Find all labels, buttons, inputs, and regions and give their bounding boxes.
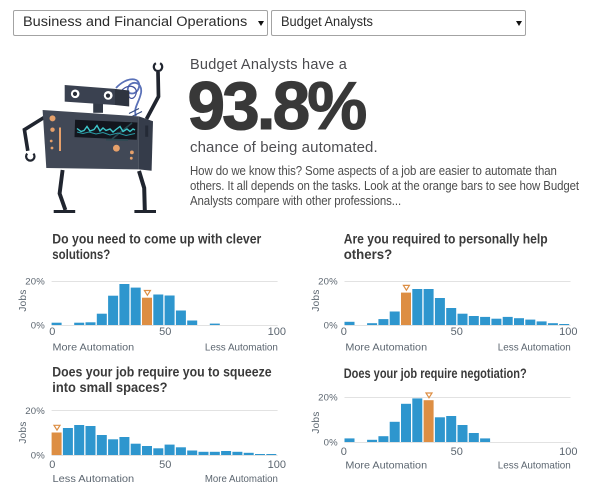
svg-text:100: 100 (268, 326, 286, 338)
svg-text:others?: others? (344, 246, 393, 262)
svg-text:Jobs: Jobs (18, 421, 29, 443)
svg-text:50: 50 (451, 446, 463, 458)
svg-text:0: 0 (49, 326, 55, 338)
svg-text:Does your job require negotiat: Does your job require negotiation? (344, 365, 527, 381)
svg-text:50: 50 (159, 459, 171, 471)
svg-text:100: 100 (268, 459, 286, 471)
svg-text:Do you need to come up with cl: Do you need to come up with clever (52, 230, 261, 246)
svg-text:solutions?: solutions? (52, 246, 110, 262)
svg-text:Less Automation: Less Automation (498, 341, 571, 353)
svg-text:Jobs: Jobs (311, 289, 322, 311)
svg-text:Are you required to personally: Are you required to personally help (344, 230, 548, 246)
svg-text:More Automation: More Automation (345, 459, 427, 471)
svg-text:20%: 20% (318, 393, 338, 404)
svg-text:More Automation: More Automation (345, 341, 427, 353)
svg-text:20%: 20% (25, 276, 45, 287)
svg-text:More Automation: More Automation (53, 341, 135, 353)
svg-text:50: 50 (451, 326, 463, 338)
svg-text:0: 0 (341, 446, 347, 458)
svg-text:20%: 20% (318, 276, 338, 287)
svg-text:Less Automation: Less Automation (53, 473, 135, 485)
svg-text:0%: 0% (31, 450, 46, 461)
svg-text:0: 0 (49, 459, 55, 471)
svg-text:More Automation: More Automation (205, 473, 278, 485)
svg-text:0: 0 (341, 326, 347, 338)
svg-text:0%: 0% (324, 437, 339, 448)
svg-text:Does your job require you to s: Does your job require you to squeeze (52, 364, 271, 380)
svg-text:0%: 0% (324, 320, 339, 331)
svg-text:Less Automation: Less Automation (498, 459, 571, 471)
svg-text:into small spaces?: into small spaces? (52, 379, 167, 395)
svg-text:Less Automation: Less Automation (205, 341, 278, 353)
svg-text:100: 100 (559, 326, 577, 338)
svg-text:Jobs: Jobs (18, 289, 29, 311)
svg-text:0%: 0% (31, 320, 46, 331)
svg-text:100: 100 (559, 446, 577, 458)
svg-text:Jobs: Jobs (311, 411, 322, 433)
svg-text:20%: 20% (25, 406, 45, 417)
svg-text:50: 50 (159, 326, 171, 338)
